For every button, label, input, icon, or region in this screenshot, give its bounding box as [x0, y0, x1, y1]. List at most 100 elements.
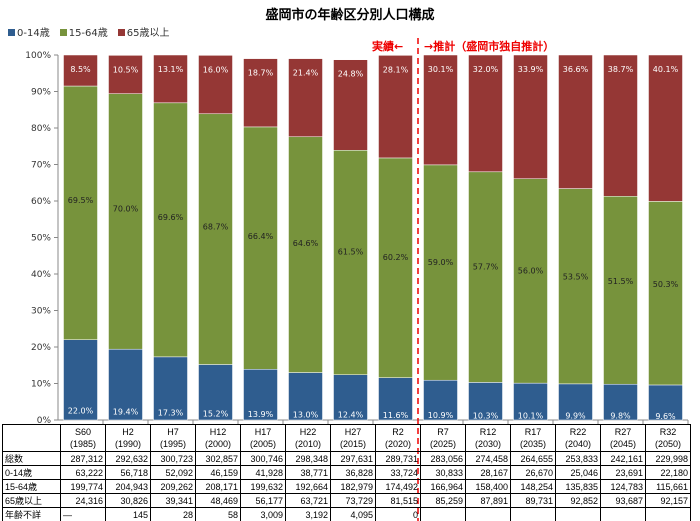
table-cell: 81,515	[375, 493, 421, 508]
bar-segment	[648, 54, 683, 202]
table-cell: 229,998	[645, 451, 691, 466]
table-cell: 52,092	[150, 465, 196, 480]
table-cell: 204,943	[105, 479, 151, 494]
data-label: 69.5%	[68, 196, 94, 205]
table-cell: 85,259	[420, 493, 466, 508]
bar-segment	[603, 54, 638, 197]
table-cell: 30,826	[105, 493, 151, 508]
bar-segment	[198, 364, 233, 421]
table-cell: 199,632	[240, 479, 286, 494]
table-cell: —	[60, 507, 106, 521]
legend-swatch	[117, 29, 125, 36]
bar-segment	[423, 164, 458, 381]
bar-segment	[243, 58, 278, 128]
bar-segment	[423, 54, 458, 166]
bar-segment	[378, 55, 413, 159]
bar-segment	[243, 126, 278, 370]
y-tick-label: 0%	[37, 416, 52, 426]
table-cell: 25,046	[555, 465, 601, 480]
data-label: 10.5%	[113, 65, 139, 74]
data-label: 60.2%	[383, 253, 409, 262]
data-label: 19.4%	[113, 408, 139, 417]
data-label: 51.5%	[608, 277, 634, 286]
y-tick-label: 100%	[25, 51, 51, 61]
data-label: 9.9%	[565, 412, 586, 421]
table-cell: 253,833	[555, 451, 601, 466]
table-cell: 36,828	[330, 465, 376, 480]
data-label: 38.7%	[608, 65, 634, 74]
table-cell: 264,655	[510, 451, 556, 466]
table-header-cell: H7 (1995)	[150, 424, 196, 452]
table-row: 総数 287,312 292,632 300,723 302,857 300,746 298…	[2, 451, 691, 466]
table-cell: 92,852	[555, 493, 601, 508]
table-header-cell: H22 (2010)	[285, 424, 331, 452]
table-cell: 289,731	[375, 451, 421, 466]
bar-segment	[288, 58, 323, 138]
y-tick-label: 90%	[31, 88, 51, 98]
data-label: 11.6%	[383, 411, 409, 420]
data-label: 50.3%	[653, 280, 679, 289]
table-cell	[555, 507, 601, 521]
table-row: 年齢不詳 —145 28 58 3,009 3,192 4,095 0	[2, 507, 691, 521]
table-corner	[2, 424, 61, 452]
table-cell: 302,857	[195, 451, 241, 466]
data-label: 10.1%	[518, 412, 544, 421]
data-label: 69.6%	[158, 213, 184, 222]
table-cell	[600, 507, 646, 521]
data-label: 15.2%	[203, 409, 229, 418]
table-cell	[465, 507, 511, 521]
bar-segment	[153, 54, 188, 104]
table-cell: 23,691	[600, 465, 646, 480]
bar-segment	[198, 113, 233, 365]
table-header-cell: H17 (2005)	[240, 424, 286, 452]
bar-segment	[153, 102, 188, 358]
y-tick-label: 10%	[31, 380, 51, 390]
legend-swatch	[59, 29, 67, 36]
table-cell: 26,670	[510, 465, 556, 480]
table-header-cell: R32 (2050)	[645, 424, 691, 452]
legend-label: 15-64歳	[68, 28, 108, 39]
table-cell: 56,718	[105, 465, 151, 480]
table-header-cell: R17 (2035)	[510, 424, 556, 452]
table-cell: 33,724	[375, 465, 421, 480]
data-label: 24.8%	[338, 70, 364, 79]
bar-segment	[63, 85, 98, 340]
bar-segment	[513, 54, 548, 179]
table-cell: 145	[105, 507, 151, 521]
data-label: 8.5%	[70, 65, 91, 74]
table-cell: 58	[195, 507, 241, 521]
data-label: 10.9%	[428, 411, 454, 420]
table-cell: 89,731	[510, 493, 556, 508]
table-cell: 87,891	[465, 493, 511, 508]
bar-segment	[288, 372, 323, 421]
data-label: 53.5%	[563, 272, 589, 281]
legend-item: 0-14歳	[8, 24, 50, 39]
data-label: 13.0%	[293, 410, 319, 419]
table-row: 65歳以上 24,316 30,826 39,341 48,469 56,177 63,72…	[2, 493, 691, 508]
data-label: 66.4%	[248, 232, 274, 241]
table-cell: 38,771	[285, 465, 331, 480]
annotation-projection: →推計（盛岡市独自推計）	[424, 40, 555, 53]
data-label: 9.8%	[610, 412, 631, 421]
table-cell	[420, 507, 466, 521]
table-cell: 182,979	[330, 479, 376, 494]
table-cell: 22,180	[645, 465, 691, 480]
data-label: 16.0%	[203, 65, 229, 74]
table-cell: 283,056	[420, 451, 466, 466]
y-tick-label: 50%	[31, 234, 51, 244]
table-header-row: S60 (1985) H2 (1990) H7 (1995) H12 (2000) H17 (20…	[2, 424, 691, 452]
data-label: 9.6%	[655, 412, 676, 421]
row-label: 15-64歳	[2, 479, 61, 494]
bar-segment	[333, 374, 368, 421]
bar-segment	[603, 383, 638, 421]
data-label: 61.5%	[338, 247, 364, 256]
table-cell: 124,783	[600, 479, 646, 494]
bar-segment	[108, 348, 143, 421]
bar-segment	[198, 55, 233, 115]
data-label: 68.7%	[203, 223, 229, 232]
data-label: 32.0%	[473, 65, 499, 74]
data-label: 22.0%	[68, 406, 94, 415]
data-label: 59.0%	[428, 258, 454, 267]
row-label: 65歳以上	[2, 493, 61, 508]
